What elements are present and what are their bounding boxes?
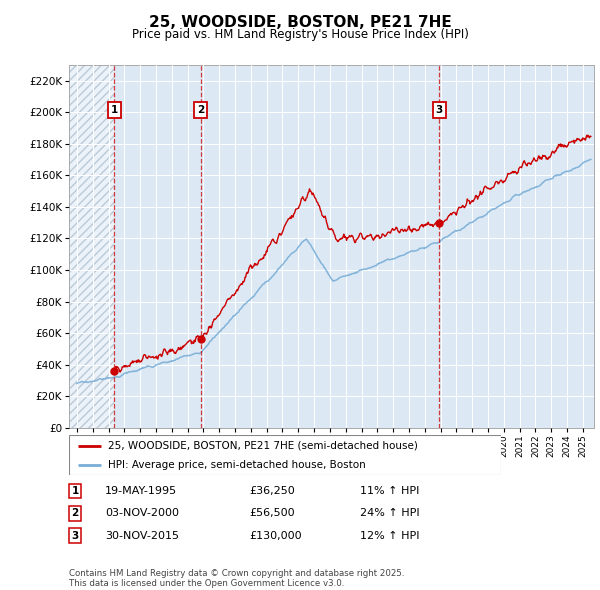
- Text: 1: 1: [111, 105, 118, 115]
- Text: 3: 3: [71, 531, 79, 540]
- Text: Price paid vs. HM Land Registry's House Price Index (HPI): Price paid vs. HM Land Registry's House …: [131, 28, 469, 41]
- Text: 30-NOV-2015: 30-NOV-2015: [105, 531, 179, 540]
- Text: 2: 2: [197, 105, 205, 115]
- Text: 2: 2: [71, 509, 79, 518]
- Text: 25, WOODSIDE, BOSTON, PE21 7HE: 25, WOODSIDE, BOSTON, PE21 7HE: [149, 15, 451, 30]
- Text: HPI: Average price, semi-detached house, Boston: HPI: Average price, semi-detached house,…: [108, 460, 365, 470]
- Text: £56,500: £56,500: [249, 509, 295, 518]
- FancyBboxPatch shape: [69, 435, 501, 475]
- Text: 11% ↑ HPI: 11% ↑ HPI: [360, 486, 419, 496]
- Text: 1: 1: [71, 486, 79, 496]
- Text: 03-NOV-2000: 03-NOV-2000: [105, 509, 179, 518]
- Text: 24% ↑ HPI: 24% ↑ HPI: [360, 509, 419, 518]
- Bar: [69, 65, 115, 428]
- Text: £36,250: £36,250: [249, 486, 295, 496]
- Text: 12% ↑ HPI: 12% ↑ HPI: [360, 531, 419, 540]
- Text: 19-MAY-1995: 19-MAY-1995: [105, 486, 177, 496]
- Text: 3: 3: [436, 105, 443, 115]
- Text: Contains HM Land Registry data © Crown copyright and database right 2025.
This d: Contains HM Land Registry data © Crown c…: [69, 569, 404, 588]
- Text: 25, WOODSIDE, BOSTON, PE21 7HE (semi-detached house): 25, WOODSIDE, BOSTON, PE21 7HE (semi-det…: [108, 441, 418, 451]
- Text: £130,000: £130,000: [249, 531, 302, 540]
- Bar: [69, 65, 115, 428]
